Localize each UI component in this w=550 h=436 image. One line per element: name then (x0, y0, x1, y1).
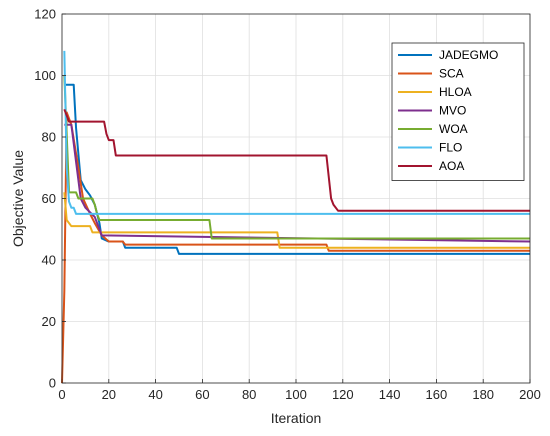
y-tick-label: 100 (34, 68, 56, 83)
legend-label-jadegmo: JADEGMO (439, 48, 498, 62)
x-tick-label: 200 (519, 387, 541, 402)
legend: JADEGMO SCA HLOA MVO WOA FLO AOA (391, 42, 525, 181)
y-tick-label: 40 (42, 253, 56, 268)
axis-ticks: 0 20 40 60 80 100 120 140 160 180 200 0 20 40 60 80 100 1… (34, 7, 541, 403)
legend-label-mvo: MVO (439, 104, 466, 118)
series-line-hloa (63, 192, 530, 249)
series-lines (61, 50, 531, 384)
y-tick-label: 120 (34, 7, 56, 22)
y-tick-label: 20 (42, 314, 56, 329)
y-tick-label: 60 (42, 191, 56, 206)
series-line-woa (63, 75, 530, 240)
x-axis-label: Iteration (271, 410, 322, 426)
legend-label-sca: SCA (439, 67, 464, 81)
series-line-aoa (63, 108, 530, 212)
legend-label-aoa: AOA (439, 159, 464, 173)
y-tick-label: 80 (42, 130, 56, 145)
series-line-jadegmo (64, 83, 530, 255)
series-line-flo (63, 50, 530, 215)
legend-label-flo: FLO (439, 141, 462, 155)
legend-label-woa: WOA (439, 122, 468, 136)
legend-box (391, 42, 525, 181)
x-tick-label: 100 (285, 387, 307, 402)
x-tick-label: 60 (195, 387, 209, 402)
x-tick-label: 80 (242, 387, 256, 402)
y-tick-label: 0 (49, 376, 56, 391)
x-tick-label: 160 (426, 387, 448, 402)
x-tick-label: 20 (102, 387, 116, 402)
x-tick-label: 40 (148, 387, 162, 402)
x-tick-label: 140 (379, 387, 401, 402)
x-tick-label: 120 (332, 387, 354, 402)
x-tick-label: 0 (58, 387, 65, 402)
y-axis-label: Objective Value (10, 150, 26, 247)
series-line-mvo (64, 123, 531, 243)
legend-label-hloa: HLOA (439, 85, 472, 99)
x-tick-label: 180 (472, 387, 494, 402)
